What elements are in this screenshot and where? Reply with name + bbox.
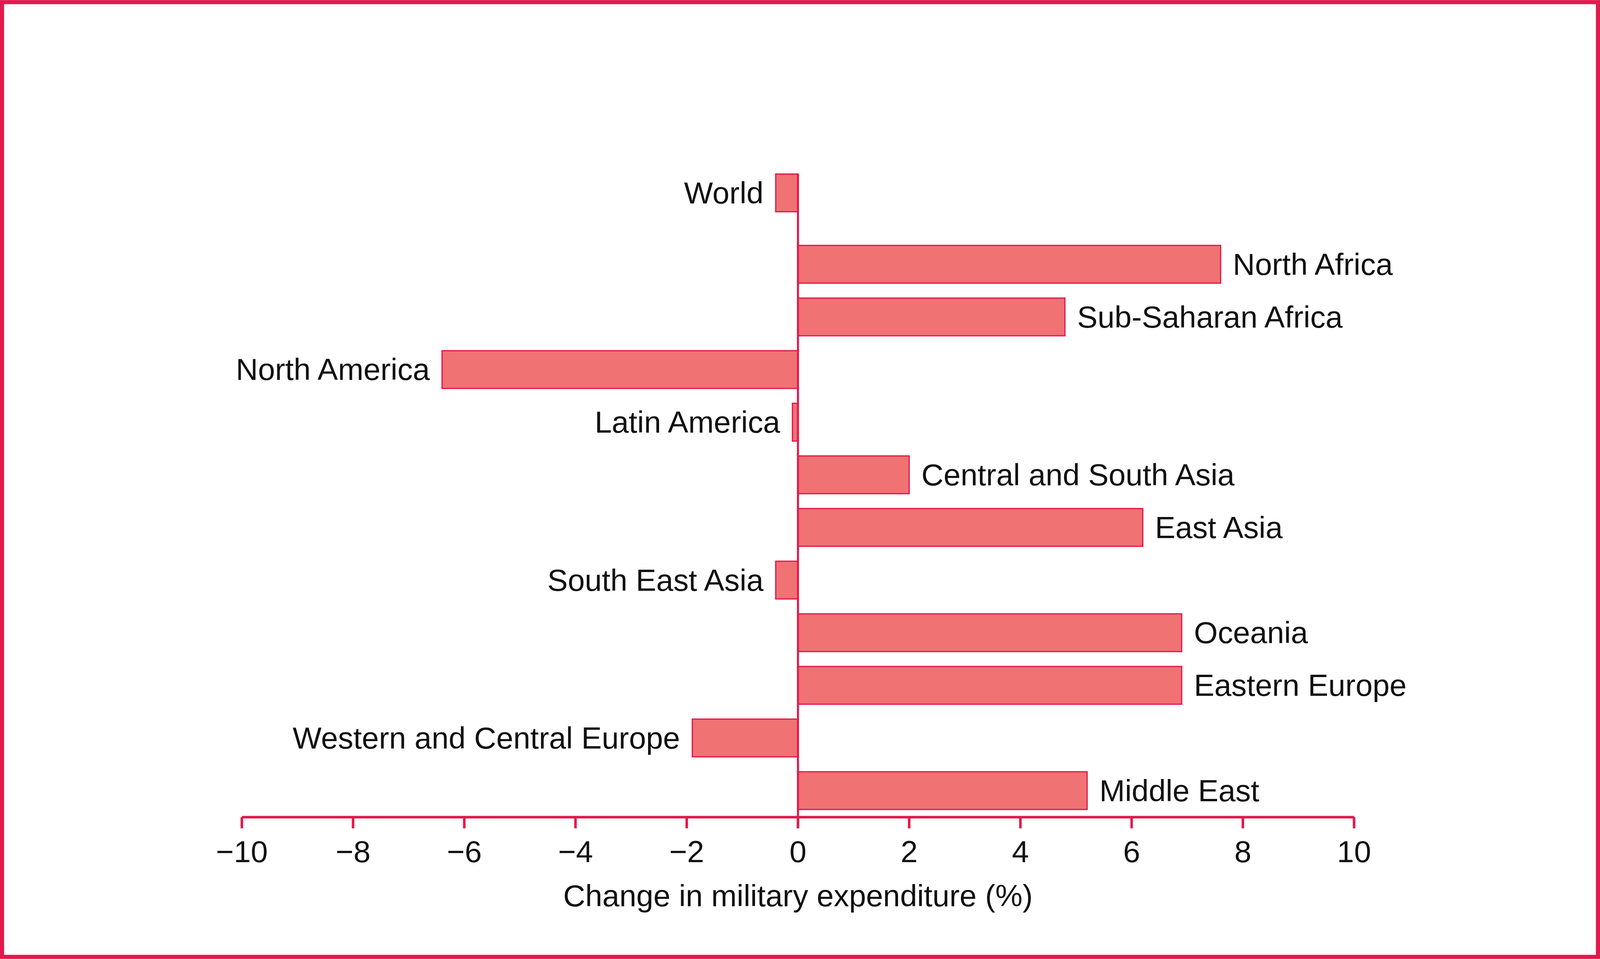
x-tick xyxy=(462,817,466,829)
x-tick-label: −4 xyxy=(558,834,593,870)
x-tick xyxy=(1019,817,1022,829)
x-tick xyxy=(685,817,689,829)
bar xyxy=(798,508,1143,547)
x-axis-title: Change in military expenditure (%) xyxy=(563,878,1033,914)
bar xyxy=(442,350,799,389)
chart: World North Africa Sub-Saharan Africa North… xyxy=(0,0,1600,959)
bar xyxy=(798,298,1065,336)
x-tick-label: 6 xyxy=(1123,834,1141,870)
x-tick-label: −2 xyxy=(669,834,704,870)
x-tick-label: 4 xyxy=(1011,834,1029,870)
x-tick xyxy=(907,817,911,829)
x-tick-label: −8 xyxy=(335,834,371,870)
category-label: Sub-Saharan Africa xyxy=(1076,300,1343,335)
bar xyxy=(798,456,910,495)
bar xyxy=(692,719,798,758)
x-tick xyxy=(1241,817,1245,829)
x-tick-label: −10 xyxy=(216,834,268,870)
x-tick xyxy=(351,817,355,829)
category-label: North Africa xyxy=(1232,247,1393,282)
category-label: East Asia xyxy=(1155,510,1283,545)
x-tick xyxy=(1352,817,1356,829)
category-label: Middle East xyxy=(1099,773,1260,809)
category-label: Eastern Europe xyxy=(1193,668,1407,703)
x-tick xyxy=(240,817,244,829)
bar xyxy=(775,561,799,600)
x-tick-label: −6 xyxy=(446,834,482,870)
category-label: Western and Central Europe xyxy=(292,721,681,756)
border xyxy=(1,1,1599,958)
category-label: South East Asia xyxy=(547,563,764,598)
category-label: World xyxy=(683,175,764,211)
x-tick xyxy=(796,817,800,829)
category-label: North America xyxy=(235,352,431,387)
bar xyxy=(798,245,1221,284)
zero-line xyxy=(796,174,799,818)
x-tick-label: 8 xyxy=(1234,834,1252,870)
category-label: Central and South Asia xyxy=(921,457,1235,493)
category-label: Latin America xyxy=(594,405,781,440)
x-tick-label: 2 xyxy=(900,834,918,870)
x-tick xyxy=(574,817,577,829)
x-tick-label: 0 xyxy=(789,834,807,870)
x-tick xyxy=(1130,817,1134,829)
bar xyxy=(798,666,1182,705)
x-tick-label: 10 xyxy=(1337,834,1372,870)
chart-holder: World North Africa Sub-Saharan Africa North… xyxy=(0,0,1600,959)
bar xyxy=(798,771,1088,810)
bar xyxy=(798,614,1182,652)
category-label: Oceania xyxy=(1193,615,1308,650)
bar xyxy=(775,174,799,213)
